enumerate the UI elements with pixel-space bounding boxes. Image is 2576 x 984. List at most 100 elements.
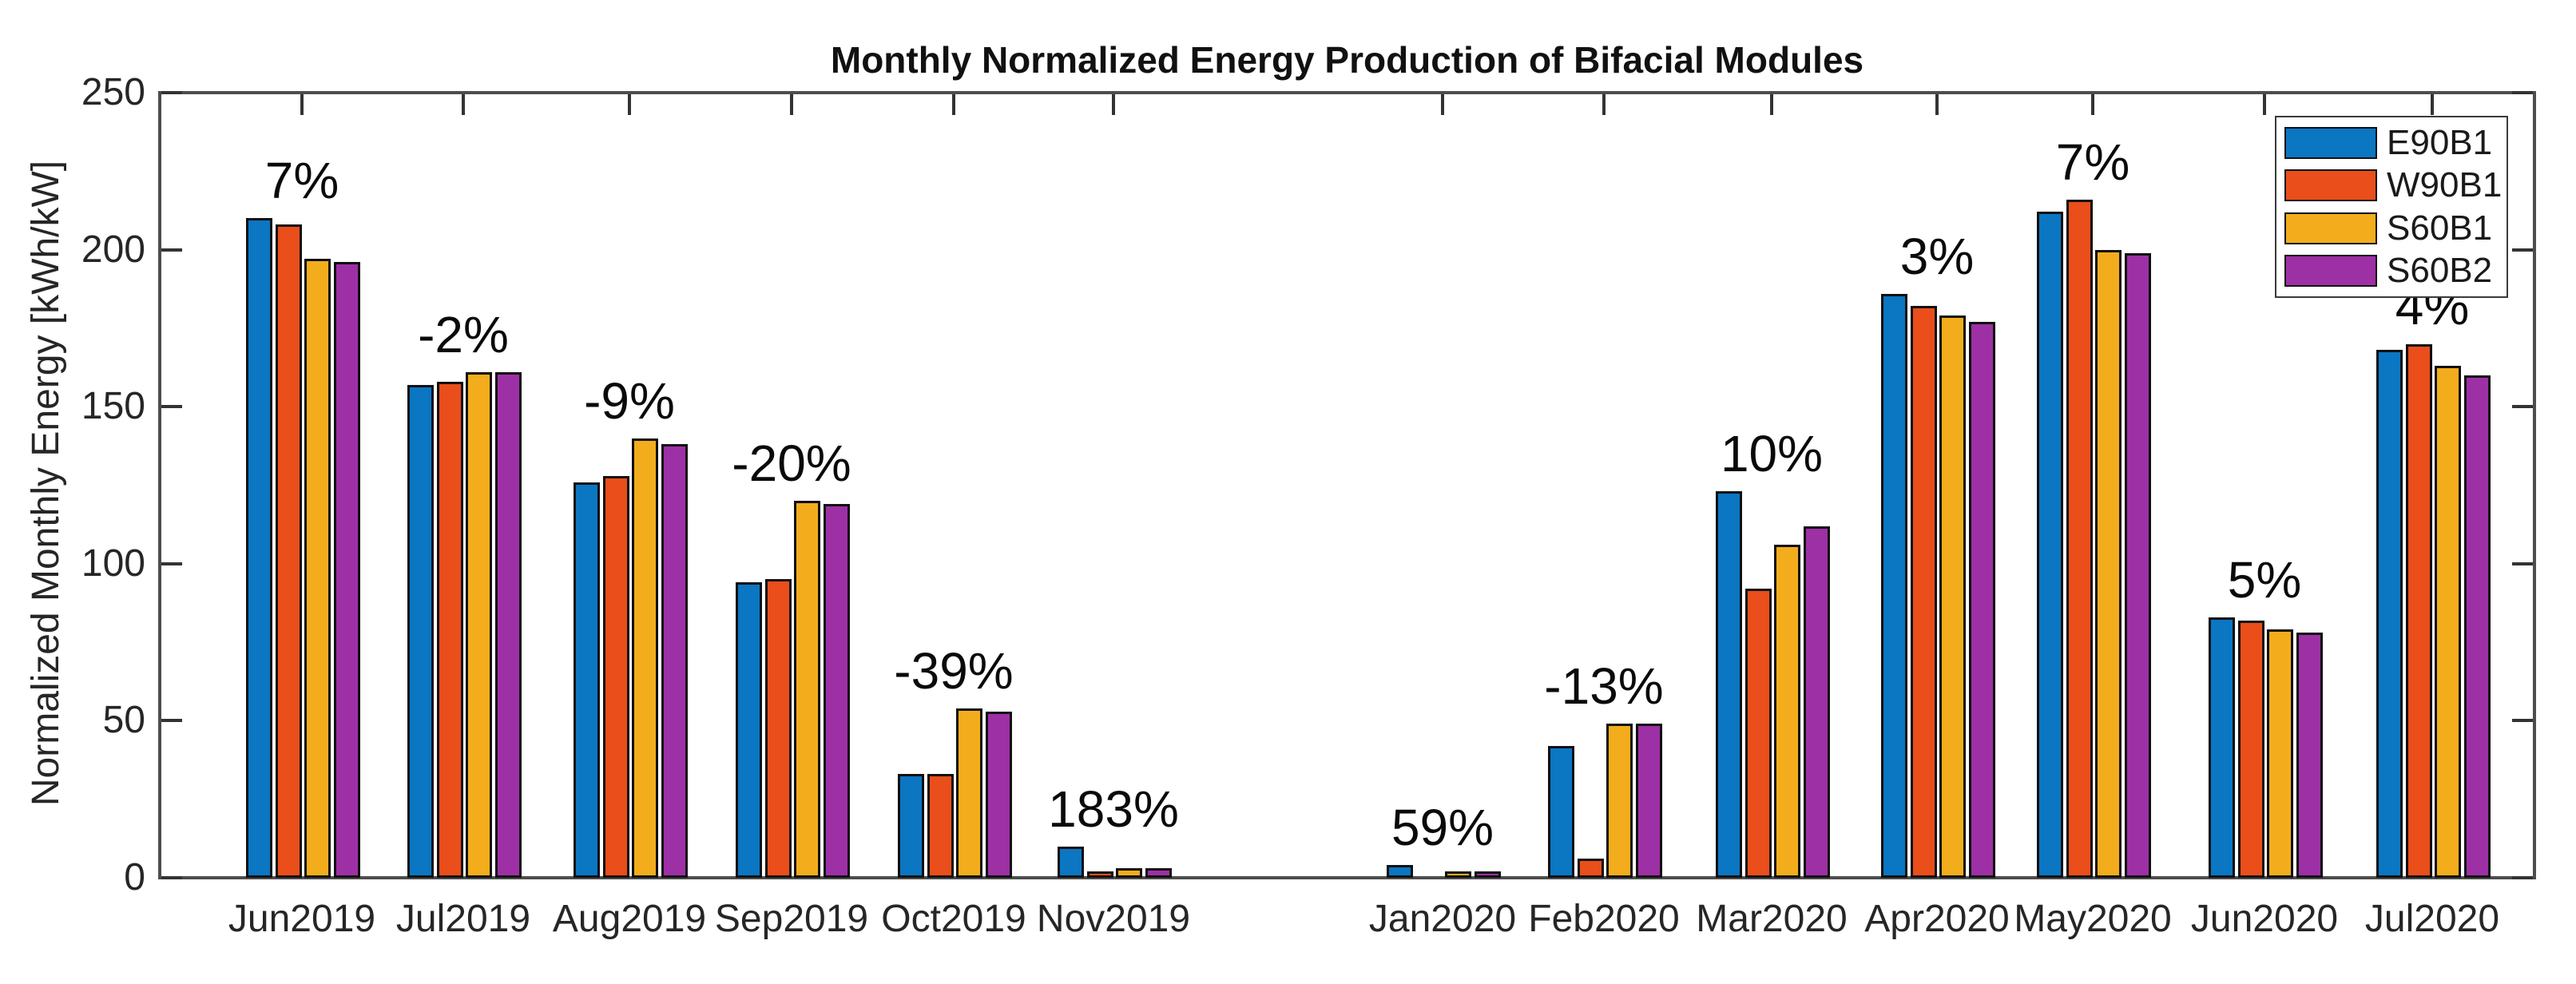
legend-swatch-E90B1 [2284, 127, 2377, 160]
bar-W90B1-Jun2019 [275, 224, 302, 878]
legend-item-W90B1: W90B1 [2276, 165, 2507, 205]
bar-S60B2-Feb2020 [1635, 724, 1662, 878]
y-tick-label: 250 [81, 71, 145, 113]
legend-box: E90B1 W90B1 S60B1 S60B2 [2275, 116, 2508, 298]
bar-S60B2-Sep2019 [823, 504, 850, 878]
bar-S60B2-Jan2020 [1474, 871, 1501, 878]
bar-W90B1-May2020 [2066, 199, 2093, 878]
bar-S60B1-Mar2020 [1774, 545, 1800, 878]
y-tick-label: 150 [81, 385, 145, 428]
bar-S60B1-Apr2020 [1939, 315, 1966, 878]
bar-W90B1-Sep2019 [764, 579, 792, 878]
bar-W90B1-Jun2020 [2237, 620, 2264, 878]
bar-E90B1-Sep2019 [736, 582, 762, 878]
legend-label: S60B1 [2387, 208, 2493, 248]
bar-S60B2-Jun2019 [333, 262, 360, 878]
y-tick [161, 405, 182, 409]
percent-annotation: 59% [1391, 799, 1494, 857]
y-tick [161, 876, 182, 879]
x-tick [300, 94, 304, 115]
legend-label: S60B2 [2387, 250, 2493, 290]
bar-S60B2-Mar2020 [1803, 526, 1830, 878]
legend-swatch-W90B1 [2284, 169, 2377, 202]
percent-annotation: 183% [1048, 780, 1179, 838]
y-tick [2512, 719, 2533, 723]
percent-annotation: -2% [418, 305, 509, 363]
bar-S60B2-Oct2019 [985, 711, 1012, 878]
bar-W90B1-Apr2020 [1910, 306, 1937, 878]
legend-label: W90B1 [2387, 165, 2503, 205]
bar-W90B1-Nov2019 [1086, 871, 1113, 878]
bar-S60B1-Sep2019 [794, 501, 820, 878]
x-tick-label: Jul2020 [2364, 898, 2500, 940]
bar-S60B1-Jun2020 [2267, 629, 2293, 878]
bar-S60B2-Apr2020 [1968, 322, 1995, 878]
bar-S60B1-Jul2020 [2435, 366, 2461, 878]
percent-annotation: -9% [584, 371, 675, 430]
percent-annotation: 7% [264, 152, 339, 210]
bar-S60B2-May2020 [2124, 252, 2151, 878]
bar-E90B1-Aug2019 [574, 482, 600, 878]
x-tick-label: Jun2020 [2190, 898, 2339, 940]
axes-frame [158, 91, 2536, 879]
y-tick [161, 248, 182, 252]
x-tick [2431, 94, 2434, 115]
bar-E90B1-Oct2019 [898, 774, 924, 878]
bar-S60B2-Jul2019 [494, 371, 522, 878]
x-tick-label: Sep2019 [714, 898, 869, 940]
bar-W90B1-Aug2019 [602, 475, 629, 878]
x-tick [2263, 94, 2266, 115]
bar-S60B1-Aug2019 [632, 438, 658, 878]
bar-S60B2-Aug2019 [661, 444, 688, 878]
x-tick-label: Apr2020 [1864, 898, 2010, 940]
bar-E90B1-May2020 [2037, 212, 2063, 878]
x-tick [790, 94, 793, 115]
y-tick [2512, 561, 2533, 565]
bar-S60B1-May2020 [2095, 249, 2122, 878]
bar-W90B1-Feb2020 [1577, 859, 1604, 878]
percent-annotation: 3% [1899, 227, 1975, 285]
x-tick-label: Nov2019 [1036, 898, 1191, 940]
bar-E90B1-Jul2019 [407, 384, 434, 878]
x-tick-label: Mar2020 [1696, 898, 1848, 940]
y-tick-label: 100 [81, 542, 145, 585]
x-tick-label: Oct2019 [881, 898, 1026, 940]
bar-E90B1-Jan2020 [1387, 865, 1413, 878]
bar-S60B1-Jul2019 [466, 371, 492, 878]
y-tick [2512, 876, 2533, 879]
bar-E90B1-Mar2020 [1716, 491, 1742, 878]
y-tick-label: 200 [81, 228, 145, 271]
legend-label: E90B1 [2387, 123, 2493, 163]
chart-title: Monthly Normalized Energy Production of … [830, 39, 1864, 81]
x-tick-label: Jan2020 [1368, 898, 1517, 940]
x-tick [2091, 94, 2094, 115]
x-tick [462, 94, 465, 115]
percent-annotation: 5% [2227, 550, 2302, 609]
bar-S60B2-Jul2020 [2463, 375, 2491, 878]
bar-W90B1-Mar2020 [1744, 589, 1772, 878]
bar-S60B1-Oct2019 [956, 708, 982, 878]
y-tick [2512, 405, 2533, 409]
y-tick [2512, 91, 2533, 94]
legend-swatch-S60B2 [2284, 254, 2377, 287]
bar-E90B1-Jun2019 [246, 218, 272, 878]
percent-annotation: -39% [894, 641, 1014, 700]
y-tick [161, 719, 182, 723]
x-tick [952, 94, 955, 115]
legend-item-E90B1: E90B1 [2276, 123, 2507, 163]
x-tick [1602, 94, 1606, 115]
legend-item-S60B2: S60B2 [2276, 250, 2507, 290]
legend-swatch-S60B1 [2284, 212, 2377, 244]
bar-W90B1-Jul2020 [2405, 343, 2432, 878]
y-tick-label: 0 [124, 856, 145, 899]
bar-S60B1-Nov2019 [1116, 868, 1142, 878]
bar-E90B1-Apr2020 [1881, 293, 1907, 878]
y-tick [161, 561, 182, 565]
x-tick [1441, 94, 1444, 115]
bar-W90B1-Oct2019 [927, 774, 954, 878]
y-tick-label: 50 [102, 699, 145, 742]
x-tick-label: May2020 [2014, 898, 2172, 940]
x-tick [628, 94, 631, 115]
bar-W90B1-Jul2019 [436, 381, 463, 878]
